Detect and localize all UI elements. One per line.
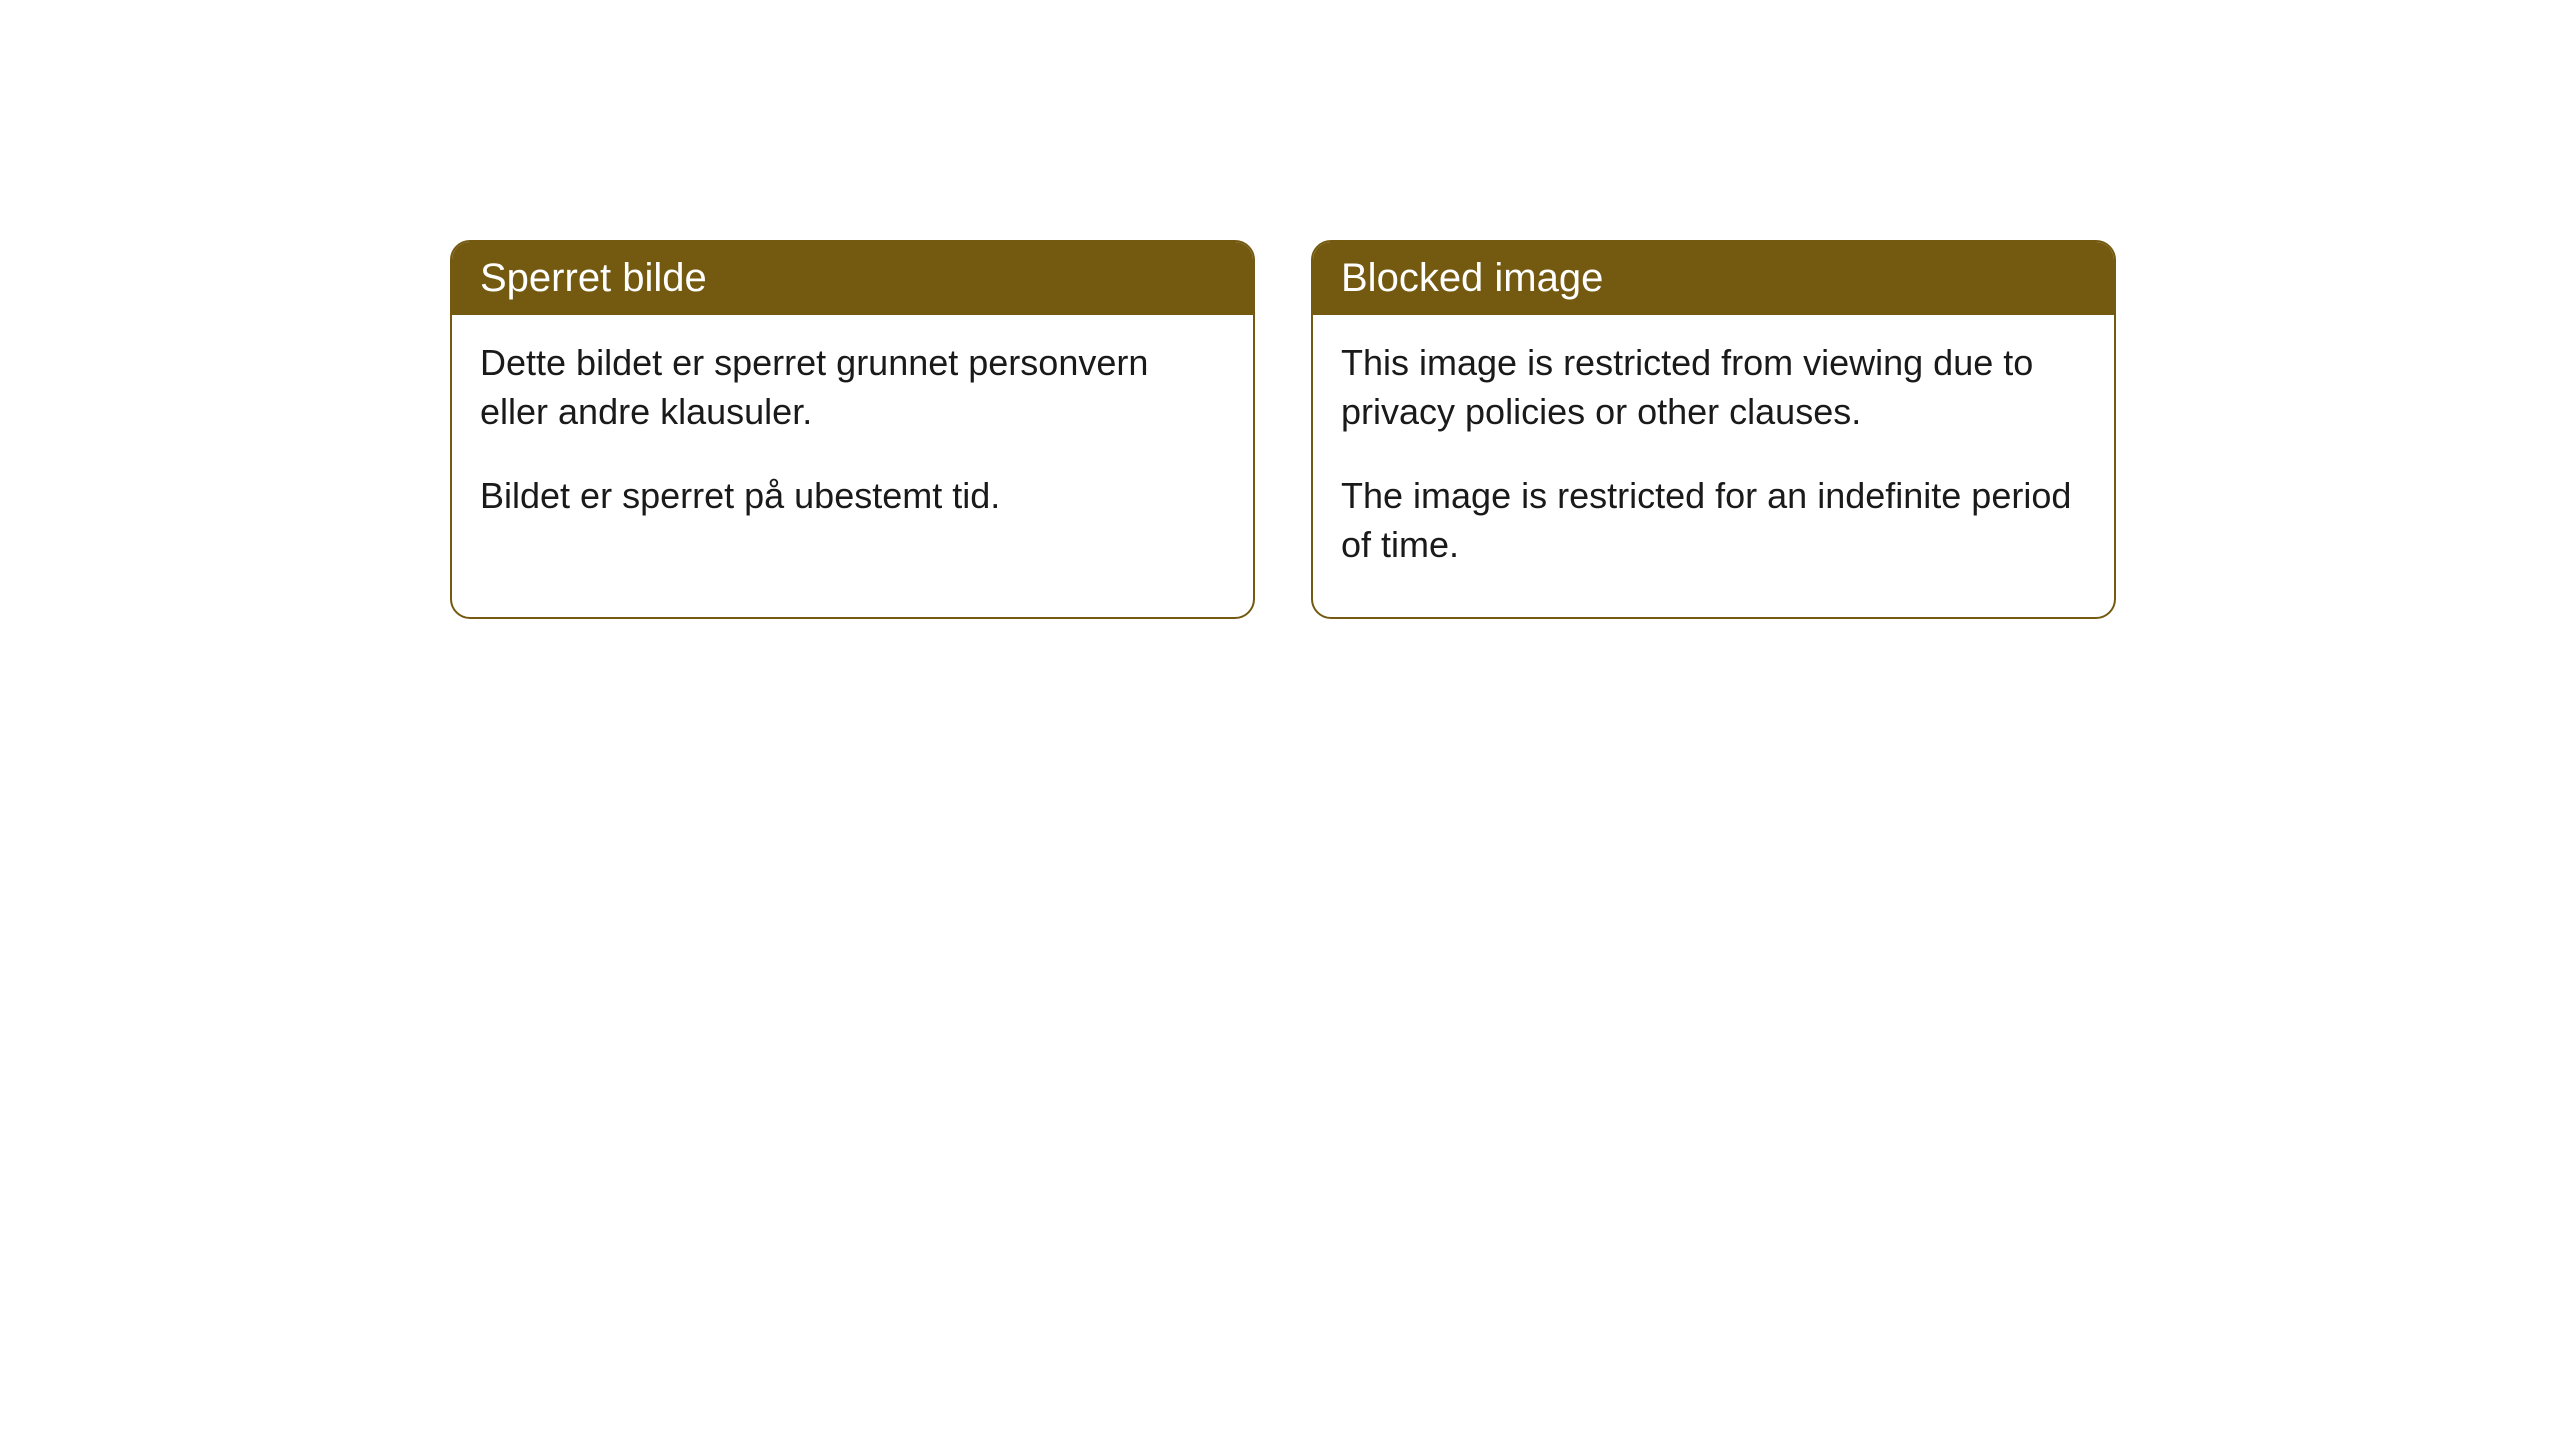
card-title: Sperret bilde [480, 256, 707, 300]
card-paragraph-2: Bildet er sperret på ubestemt tid. [480, 472, 1225, 521]
card-header: Sperret bilde [452, 242, 1253, 315]
notice-card-norwegian: Sperret bilde Dette bildet er sperret gr… [450, 240, 1255, 619]
notice-card-english: Blocked image This image is restricted f… [1311, 240, 2116, 619]
card-paragraph-1: Dette bildet er sperret grunnet personve… [480, 339, 1225, 436]
card-body: This image is restricted from viewing du… [1313, 315, 2114, 617]
card-body: Dette bildet er sperret grunnet personve… [452, 315, 1253, 569]
card-title: Blocked image [1341, 256, 1603, 300]
card-header: Blocked image [1313, 242, 2114, 315]
card-paragraph-2: The image is restricted for an indefinit… [1341, 472, 2086, 569]
notice-cards-container: Sperret bilde Dette bildet er sperret gr… [0, 0, 2560, 619]
card-paragraph-1: This image is restricted from viewing du… [1341, 339, 2086, 436]
